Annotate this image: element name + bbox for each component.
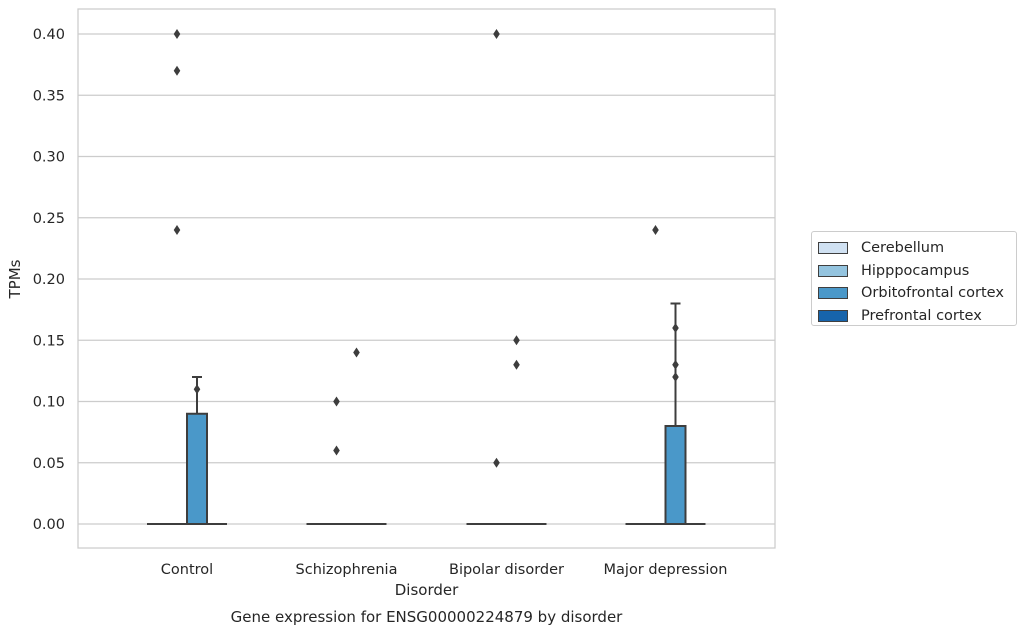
outlier-point [652, 225, 659, 235]
outlier-point [513, 359, 520, 370]
legend-swatch-cerebellum [818, 242, 848, 255]
legend-item-cerebellum: Cerebellum [818, 237, 1016, 260]
outlier-point [173, 29, 181, 39]
legend-label-hippocampus: Hipppocampus [861, 262, 970, 279]
legend: Cerebellum Hipppocampus Orbitofrontal co… [811, 231, 1017, 326]
x-tick-label: Bipolar disorder [449, 562, 564, 578]
x-tick-label: Control [161, 562, 213, 578]
legend-label-orbitofrontal-cortex: Orbitofrontal cortex [861, 285, 1004, 302]
outlier-point [173, 65, 181, 76]
legend-swatch-hippocampus [818, 264, 848, 277]
legend-item-hippocampus: Hipppocampus [818, 260, 1016, 283]
outlier-point [493, 457, 500, 468]
box-body [664, 425, 687, 525]
y-tick-label: 0.10 [33, 395, 65, 411]
box-orbitofrontal-cortex [346, 347, 367, 525]
y-axis-label: TPMs [6, 259, 24, 299]
outlier-point [173, 225, 181, 235]
box-body [186, 412, 208, 525]
legend-label-prefrontal-cortex: Prefrontal cortex [861, 307, 982, 324]
x-axis-label: Disorder [395, 581, 459, 599]
y-tick-label: 0.20 [33, 272, 65, 288]
y-tick-label: 0.30 [33, 150, 65, 166]
legend-item-orbitofrontal-cortex: Orbitofrontal cortex [818, 282, 1016, 305]
box-hipppocampus [486, 29, 507, 525]
x-tick-label: Major depression [604, 562, 728, 578]
chart-title: Gene expression for ENSG00000224879 by d… [231, 608, 624, 626]
y-tick-label: 0.15 [33, 333, 65, 349]
box-orbitofrontal-cortex [664, 302, 687, 525]
box-orbitofrontal-cortex [186, 376, 208, 525]
y-tick-label: 0.25 [33, 211, 65, 227]
outlier-point [333, 445, 340, 456]
outlier-point [672, 359, 679, 370]
outlier-point [333, 396, 340, 407]
y-tick-label: 0.35 [33, 88, 65, 104]
outlier-point [672, 372, 679, 382]
outlier-point [353, 347, 360, 358]
x-tick-label: Schizophrenia [296, 562, 398, 578]
outlier-point [672, 323, 679, 333]
y-tick-label: 0.05 [33, 456, 65, 472]
legend-label-cerebellum: Cerebellum [861, 240, 945, 257]
box-hipppocampus [326, 396, 347, 525]
box-orbitofrontal-cortex [506, 335, 527, 525]
box-hipppocampus [645, 225, 666, 525]
legend-swatch-orbitofrontal-cortex [818, 287, 848, 300]
plot-frame [77, 8, 776, 549]
y-tick-label: 0.40 [33, 27, 65, 43]
y-tick-label: 0.00 [33, 517, 65, 533]
outlier-point [513, 335, 520, 346]
axis-layer: 0.00 0.05 0.10 0.15 0.20 0.25 0.30 0.35 0.40 Cont… [33, 27, 728, 578]
legend-item-prefrontal-cortex: Prefrontal cortex [818, 305, 1016, 328]
legend-swatch-prefrontal-cortex [818, 309, 848, 322]
outlier-point [193, 384, 201, 395]
box-hipppocampus [167, 29, 187, 525]
box-layer [147, 29, 706, 525]
outlier-point [493, 29, 500, 39]
